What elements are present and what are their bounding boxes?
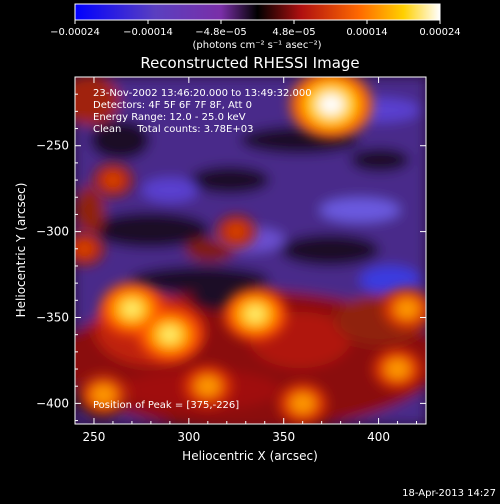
colorbar-tick-labels: −0.00024 −0.00014 −4.8e−05 4.8e−05 0.000… (50, 27, 461, 38)
bright-regions (75, 77, 426, 424)
annotation-energy-range: Energy Range: 12.0 - 25.0 keV (93, 112, 246, 123)
colorbar-ticks (74, 20, 441, 24)
bright-region-layer (124, 302, 140, 315)
bright-region-medium (373, 349, 422, 390)
bright-region-medium (383, 288, 426, 329)
y-tick-label: −300 (36, 225, 69, 239)
bright-region-peak (290, 77, 372, 139)
x-tick-label: 300 (177, 430, 200, 444)
bright-region-layer (248, 308, 263, 321)
chart-title: Reconstructed RHESSI Image (140, 54, 359, 72)
bright-region-low (93, 164, 133, 197)
bright-region-layer (395, 298, 420, 319)
bright-region-layer (385, 359, 410, 380)
colorbar-tick-label: −0.00014 (123, 27, 173, 38)
footer-date: 18-Apr-2013 14:27 (402, 488, 496, 499)
bright-region-layer (76, 241, 93, 256)
y-tick-label: −350 (36, 310, 69, 324)
bright-region-high (138, 308, 202, 361)
annotation-block: 23-Nov-2002 13:46:20.000 to 13:49:32.000… (93, 88, 312, 135)
bright-region-high (224, 288, 287, 341)
x-axis-label: Heliocentric X (arcsec) (182, 449, 318, 463)
y-axis: −250 −300 −350 −400 (36, 76, 426, 422)
bright-region-layer (91, 384, 116, 405)
bright-region-medium (278, 383, 327, 424)
x-tick-label: 250 (83, 430, 106, 444)
bright-region-medium (183, 366, 232, 407)
y-tick-label: −400 (36, 396, 69, 410)
colorbar-tick-label: 0.00014 (346, 27, 387, 38)
plot-frame (74, 76, 427, 425)
y-axis-label: Heliocentric Y (arcsec) (14, 183, 28, 318)
x-tick-label: 400 (367, 430, 390, 444)
bright-region-layer (290, 393, 315, 414)
bright-region-low (75, 232, 104, 265)
colorbar-tick-label: 0.00024 (419, 27, 460, 38)
bright-region-layer (195, 376, 220, 397)
bright-region-layer (104, 173, 122, 188)
peak-position-label: Position of Peak = [375,-226] (93, 400, 239, 411)
colorbar (74, 3, 441, 21)
bright-region-low (217, 215, 256, 248)
colorbar-tick-label: −4.8e−05 (195, 27, 247, 38)
colorbar-units: (photons cm⁻² s⁻¹ asec⁻²) (192, 40, 321, 51)
bright-region-layer (162, 328, 178, 341)
bright-region-layer (317, 93, 345, 116)
y-tick-label: −250 (36, 139, 69, 153)
colorbar-tick-label: −0.00024 (50, 27, 100, 38)
x-tick-label: 350 (272, 430, 295, 444)
bright-region-medium (79, 374, 128, 415)
annotation-time-range: 23-Nov-2002 13:46:20.000 to 13:49:32.000 (93, 88, 312, 99)
annotation-method-counts: Clean Total counts: 3.78E+03 (93, 124, 253, 135)
colorbar-tick-label: 4.8e−05 (272, 27, 315, 38)
annotation-detectors: Detectors: 4F 5F 6F 7F 8F, Att 0 (93, 100, 252, 111)
x-axis: 250 300 350 400 (83, 77, 418, 444)
bright-region-layer (227, 224, 245, 239)
